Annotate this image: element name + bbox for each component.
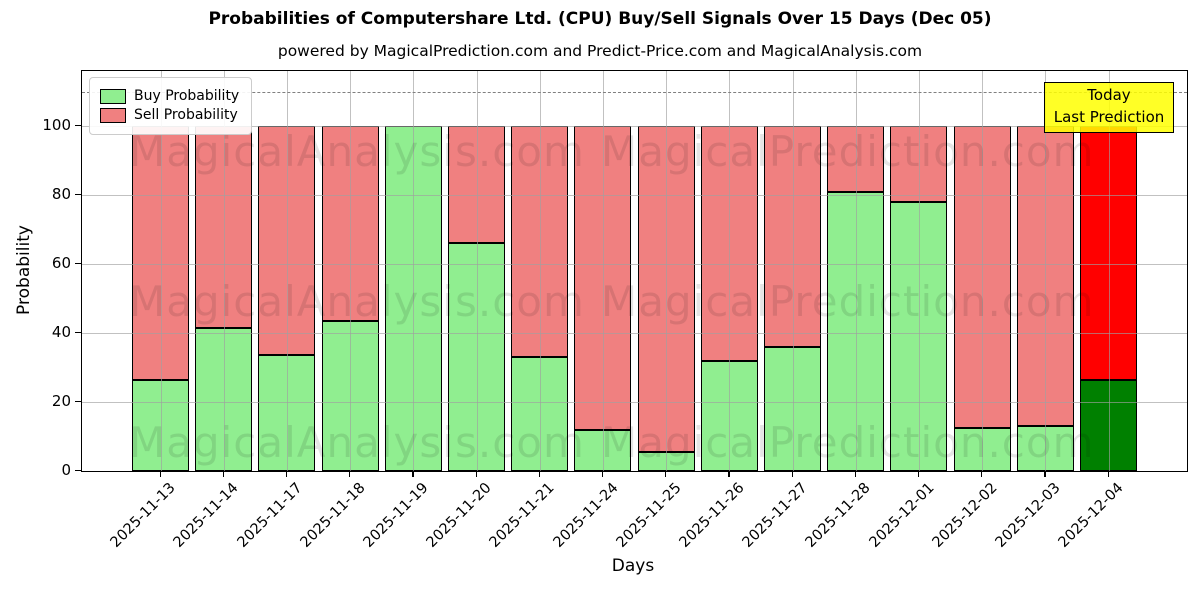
x-tick (1044, 471, 1046, 478)
x-tick-label: 2025-11-28 (803, 480, 875, 551)
x-tick-label: 2025-11-14 (171, 480, 243, 551)
x-tick-label: 2025-11-24 (550, 480, 622, 551)
chart-subtitle: powered by MagicalPrediction.com and Pre… (277, 42, 923, 60)
y-tick-label: 100 (42, 116, 71, 135)
v-gridline (413, 71, 415, 471)
legend-item-buy: Buy Probability (100, 88, 239, 104)
sell-swatch-icon (100, 107, 126, 123)
x-tick-label: 2025-11-18 (297, 480, 369, 551)
v-gridline (476, 71, 478, 471)
v-gridline (286, 71, 288, 471)
v-gridline (1045, 71, 1047, 471)
y-tick (75, 263, 81, 265)
v-gridline (729, 71, 731, 471)
x-tick-label: 2025-12-01 (866, 480, 938, 551)
x-tick (475, 471, 477, 478)
h-gridline (82, 126, 1187, 128)
watermark-text: MagicalAnalysis.com (129, 277, 585, 326)
x-tick (917, 471, 920, 478)
v-gridline (160, 71, 162, 471)
x-tick-label: 2025-11-13 (107, 480, 179, 551)
v-gridline (1108, 71, 1110, 471)
watermark-text: MagicalAnalysis.com (129, 418, 585, 467)
today-annotation-line1: Today (1087, 86, 1131, 104)
x-tick-label: 2025-12-04 (1055, 480, 1127, 551)
h-gridline (82, 264, 1187, 266)
y-tick (75, 470, 81, 472)
y-tick-label: 60 (51, 254, 71, 273)
y-tick (75, 332, 81, 334)
y-tick (75, 125, 81, 127)
v-gridline (666, 71, 668, 471)
buy-swatch-icon (100, 88, 126, 104)
threshold-dashed-line (82, 91, 1187, 93)
y-tick-label: 20 (51, 392, 71, 411)
legend-label-sell: Sell Probability (134, 107, 238, 123)
x-tick-label: 2025-11-27 (739, 480, 811, 551)
x-tick-label: 2025-11-17 (234, 480, 306, 551)
h-gridline (82, 195, 1187, 197)
x-tick (1107, 471, 1109, 478)
v-gridline (982, 71, 984, 471)
h-gridline (82, 333, 1187, 335)
y-tick-label: 0 (61, 461, 71, 479)
plot-area: Buy Probability Sell Probability Today L… (81, 70, 1188, 472)
legend-label-buy: Buy Probability (134, 88, 240, 104)
x-tick (159, 471, 161, 478)
x-tick (349, 471, 351, 478)
legend-item-sell: Sell Probability (100, 107, 239, 123)
v-gridline (918, 71, 920, 471)
v-gridline (602, 71, 604, 471)
v-gridline (350, 71, 352, 471)
y-tick-label: 80 (51, 185, 71, 204)
x-tick (665, 471, 667, 478)
watermark-text: MagicalAnalysis.com (129, 127, 585, 176)
x-tick-label: 2025-11-20 (423, 480, 495, 551)
legend: Buy Probability Sell Probability (89, 77, 253, 135)
y-tick (75, 194, 81, 196)
x-tick-label: 2025-11-19 (360, 480, 432, 551)
x-tick-label: 2025-11-26 (676, 480, 748, 551)
x-tick (981, 471, 983, 478)
watermark-text: MagicalPrediction.com (601, 127, 1095, 176)
v-gridline (792, 71, 794, 471)
x-tick-label: 2025-11-21 (487, 480, 559, 551)
x-tick (854, 471, 856, 478)
x-tick (601, 471, 604, 478)
h-gridline (82, 402, 1187, 404)
x-tick (285, 471, 288, 478)
x-tick-label: 2025-12-02 (929, 480, 1001, 551)
y-tick-label: 40 (51, 323, 71, 342)
today-annotation: Today Last Prediction (1044, 82, 1174, 133)
watermark-text: MagicalPrediction.com (601, 277, 1095, 326)
x-tick (728, 471, 730, 478)
x-axis-label: Days (611, 556, 655, 576)
x-tick-label: 2025-11-25 (613, 480, 685, 551)
v-gridline (539, 71, 541, 471)
chart-title: Probabilities of Computershare Ltd. (CPU… (208, 9, 992, 29)
v-gridline (223, 71, 225, 471)
watermark-text: MagicalPrediction.com (601, 418, 1095, 467)
x-tick (791, 471, 793, 478)
x-tick-label: 2025-12-03 (992, 480, 1064, 551)
x-tick (412, 471, 414, 478)
x-tick (538, 471, 540, 478)
v-gridline (855, 71, 857, 471)
x-tick (222, 471, 224, 478)
y-tick (75, 401, 81, 403)
today-annotation-line2: Last Prediction (1053, 107, 1165, 126)
